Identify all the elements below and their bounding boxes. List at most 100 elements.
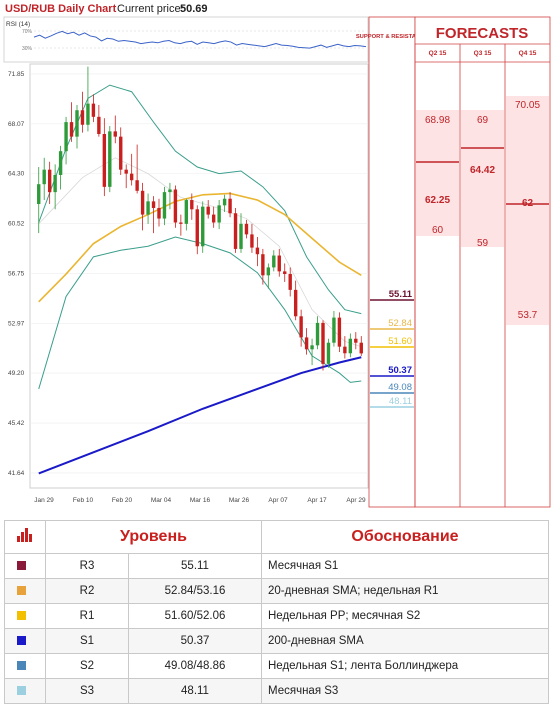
candle-body (91, 103, 96, 117)
level-reason: 20-дневная SMA; недельная R1 (261, 578, 549, 604)
candle-body (64, 122, 68, 152)
forecast-range (506, 96, 549, 204)
candle-body (184, 200, 189, 224)
candle-body (321, 322, 325, 364)
level-name: R3 (45, 553, 129, 579)
level-header: Уровень (45, 520, 262, 554)
candle-body (255, 247, 260, 255)
candle-body (239, 223, 243, 249)
x-tick-label: Mar 04 (151, 497, 172, 504)
level-name: R1 (45, 603, 129, 629)
candle-body (102, 134, 107, 187)
x-tick-label: Feb 10 (73, 497, 94, 504)
level-swatch-cell (4, 578, 46, 604)
forecast-value: 60 (432, 225, 444, 236)
level-reason: Месячная S1 (261, 553, 549, 579)
level-swatch-cell (4, 628, 46, 654)
forecast-range (506, 204, 549, 310)
forecast-value: 70.05 (515, 100, 540, 111)
forecast-value: 59 (477, 238, 489, 249)
level-value: 52.84/53.16 (128, 578, 262, 604)
y-tick-label: 41.64 (8, 470, 25, 477)
sma20-line (38, 192, 362, 303)
level-swatch-cell (4, 553, 46, 579)
y-tick-label: 45.42 (8, 420, 25, 427)
candle-body (343, 346, 347, 354)
candle-body (299, 316, 303, 338)
forecast-column-label: Q2 15 (429, 50, 447, 57)
candle-body (354, 338, 358, 343)
candle-body (250, 234, 254, 248)
chart-panel: USD/RUB Daily Chart Current price: 50.69… (3, 3, 551, 508)
sr-level-value: 55.11 (389, 289, 413, 300)
level-color-swatch (17, 686, 26, 695)
candle-body (113, 131, 117, 137)
forecast-value: 64.42 (470, 165, 495, 176)
candle-body (233, 213, 238, 249)
candle-body (222, 198, 227, 206)
candle-body (173, 189, 178, 223)
x-tick-label: Apr 07 (268, 497, 288, 504)
level-color-swatch (17, 561, 26, 570)
candle-body (119, 136, 123, 170)
y-tick-label: 68.07 (8, 121, 25, 128)
candle-body (244, 223, 249, 235)
candle-body (151, 201, 156, 208)
candle-body (277, 255, 281, 272)
candle-body (304, 337, 309, 350)
level-swatch-cell (4, 603, 46, 629)
x-tick-label: Mar 16 (190, 497, 211, 504)
y-tick-label: 49.20 (8, 370, 25, 377)
candle-body (272, 255, 276, 268)
candle-body (195, 209, 199, 247)
candle-body (162, 192, 167, 219)
rsi-label: RSI (14) (6, 21, 30, 28)
candle-body (261, 254, 265, 276)
candle-body (310, 345, 314, 350)
x-tick-label: Mar 26 (229, 497, 250, 504)
level-value: 50.37 (128, 628, 262, 654)
bollinger-upper-line (38, 84, 362, 315)
levels-table: Уровень Обоснование R3 55.11 Месячная S1 R2… (4, 520, 549, 704)
level-name: S2 (45, 653, 129, 679)
current-price-value: 50.69 (180, 3, 208, 15)
candle-body (146, 201, 150, 215)
sr-level-value: 52.84 (388, 318, 412, 329)
plot-area (29, 63, 369, 489)
forecast-column-label: Q4 15 (519, 50, 537, 57)
level-color-swatch (17, 611, 26, 620)
candle-body (129, 173, 134, 181)
x-tick-label: Jan 29 (34, 497, 54, 504)
candle-body (157, 207, 161, 219)
level-value: 51.60/52.06 (128, 603, 262, 629)
y-tick-label: 60.52 (8, 221, 25, 228)
candle-body (140, 190, 145, 215)
forecast-column-label: Q3 15 (474, 50, 492, 57)
level-reason: 200-дневная SMA (261, 628, 549, 654)
table-row: R1 51.60/52.06 Недельная PP; месячная S2 (4, 603, 549, 629)
candle-body (315, 322, 320, 346)
table-row: S3 48.11 Месячная S3 (4, 678, 549, 704)
sr-level-value: 51.60 (388, 336, 412, 347)
sr-column (368, 16, 416, 508)
level-reason: Месячная S3 (261, 678, 549, 704)
level-color-swatch (17, 636, 26, 645)
candle-body (124, 169, 128, 174)
level-reason: Недельная S1; лента Боллинджера (261, 653, 549, 679)
forecast-range (461, 148, 504, 204)
candle-body (37, 184, 41, 205)
y-tick-label: 56.75 (8, 270, 25, 277)
forecast-range (416, 110, 459, 162)
candle-body (288, 274, 292, 290)
level-value: 48.11 (128, 678, 262, 704)
candle-body (47, 169, 52, 193)
level-reason: Недельная PP; месячная S2 (261, 603, 549, 629)
sma200-line (38, 356, 362, 475)
candle-body (190, 200, 194, 210)
level-swatch-cell (4, 678, 46, 704)
rsi-line (33, 30, 367, 49)
level-color-swatch (17, 586, 26, 595)
candle-body (337, 317, 342, 347)
reason-header: Обоснование (261, 520, 549, 554)
forecast-columns: Q2 15 68.98 62.25 60 Q3 15 69 64.42 59 Q4 15 70.0… (414, 44, 549, 507)
